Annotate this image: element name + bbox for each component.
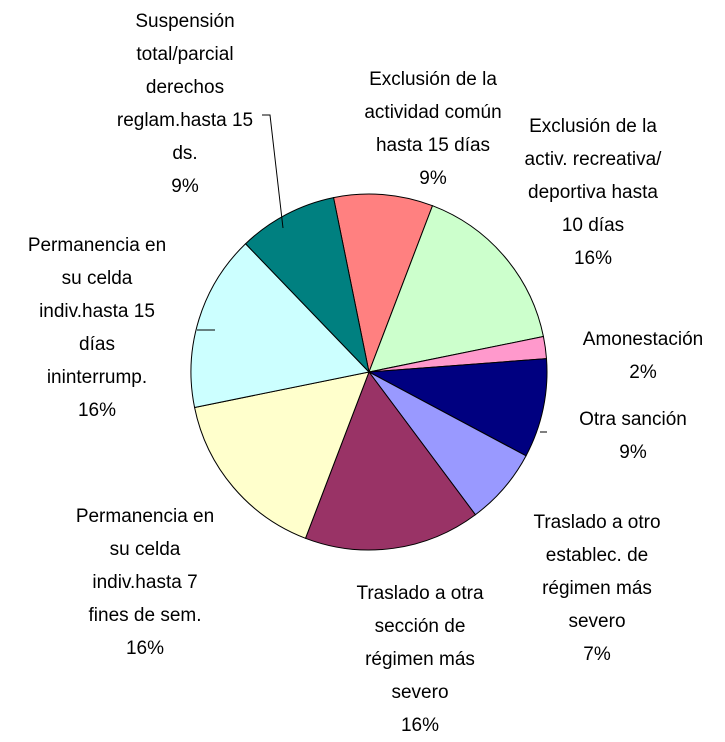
slice-label: Permanencia en	[28, 235, 166, 256]
pie-slice	[332, 193, 434, 374]
slice-percent: 16%	[401, 715, 439, 736]
slice-label: su celda	[110, 539, 181, 560]
slice-percent: 16%	[78, 400, 116, 421]
slice-label: activ. recreativa/	[525, 149, 663, 170]
slice-label: sección de	[375, 616, 466, 637]
slice-label: 10 días	[562, 215, 624, 236]
slice-label: indiv.hasta 15	[39, 301, 155, 322]
slice-label: Amonestación	[583, 329, 703, 350]
slice-label: régimen más	[365, 649, 475, 670]
slice-percent: 9%	[419, 168, 447, 189]
pie-slice	[190, 243, 370, 409]
slice-label: régimen más	[542, 578, 652, 599]
slice-label: días	[79, 334, 115, 355]
slice-percent: 16%	[574, 248, 612, 269]
pie-slice	[193, 371, 370, 539]
slice-label: ds.	[172, 143, 197, 164]
pie-slice	[244, 196, 370, 374]
slice-label: Suspensión	[135, 11, 234, 32]
slice-label: fines de sem.	[89, 605, 202, 626]
slice-percent: 9%	[619, 442, 647, 463]
slice-label: su celda	[62, 268, 133, 289]
slice-label: establec. de	[546, 545, 648, 566]
slice-label: Traslado a otro	[533, 512, 660, 533]
slice-percent: 2%	[629, 362, 657, 383]
slice-label: hasta 15 días	[376, 135, 490, 156]
slice-percent: 7%	[583, 644, 611, 665]
slice-label: severo	[568, 611, 625, 632]
slice-label: reglam.hasta 15	[117, 110, 253, 131]
leader-line	[262, 114, 284, 229]
slice-label: Otra sanción	[579, 409, 687, 430]
pie-slice	[304, 370, 477, 551]
slice-label: derechos	[146, 77, 224, 98]
slice-label: Exclusión de la	[369, 69, 497, 90]
slice-label: ininterrump.	[47, 367, 147, 388]
slice-label: Permanencia en	[76, 506, 214, 527]
pie-slice	[368, 205, 545, 373]
slice-label: total/parcial	[136, 44, 233, 65]
slice-label: severo	[391, 682, 448, 703]
slice-percent: 16%	[126, 638, 164, 659]
slice-label: actividad común	[364, 102, 501, 123]
slice-percent: 9%	[171, 176, 199, 197]
slice-label: Exclusión de la	[529, 116, 657, 137]
slice-label: indiv.hasta 7	[92, 572, 197, 593]
pie-slice	[367, 358, 548, 457]
slice-label: deportiva hasta	[528, 182, 658, 203]
slice-label: Traslado a otra	[356, 583, 484, 604]
